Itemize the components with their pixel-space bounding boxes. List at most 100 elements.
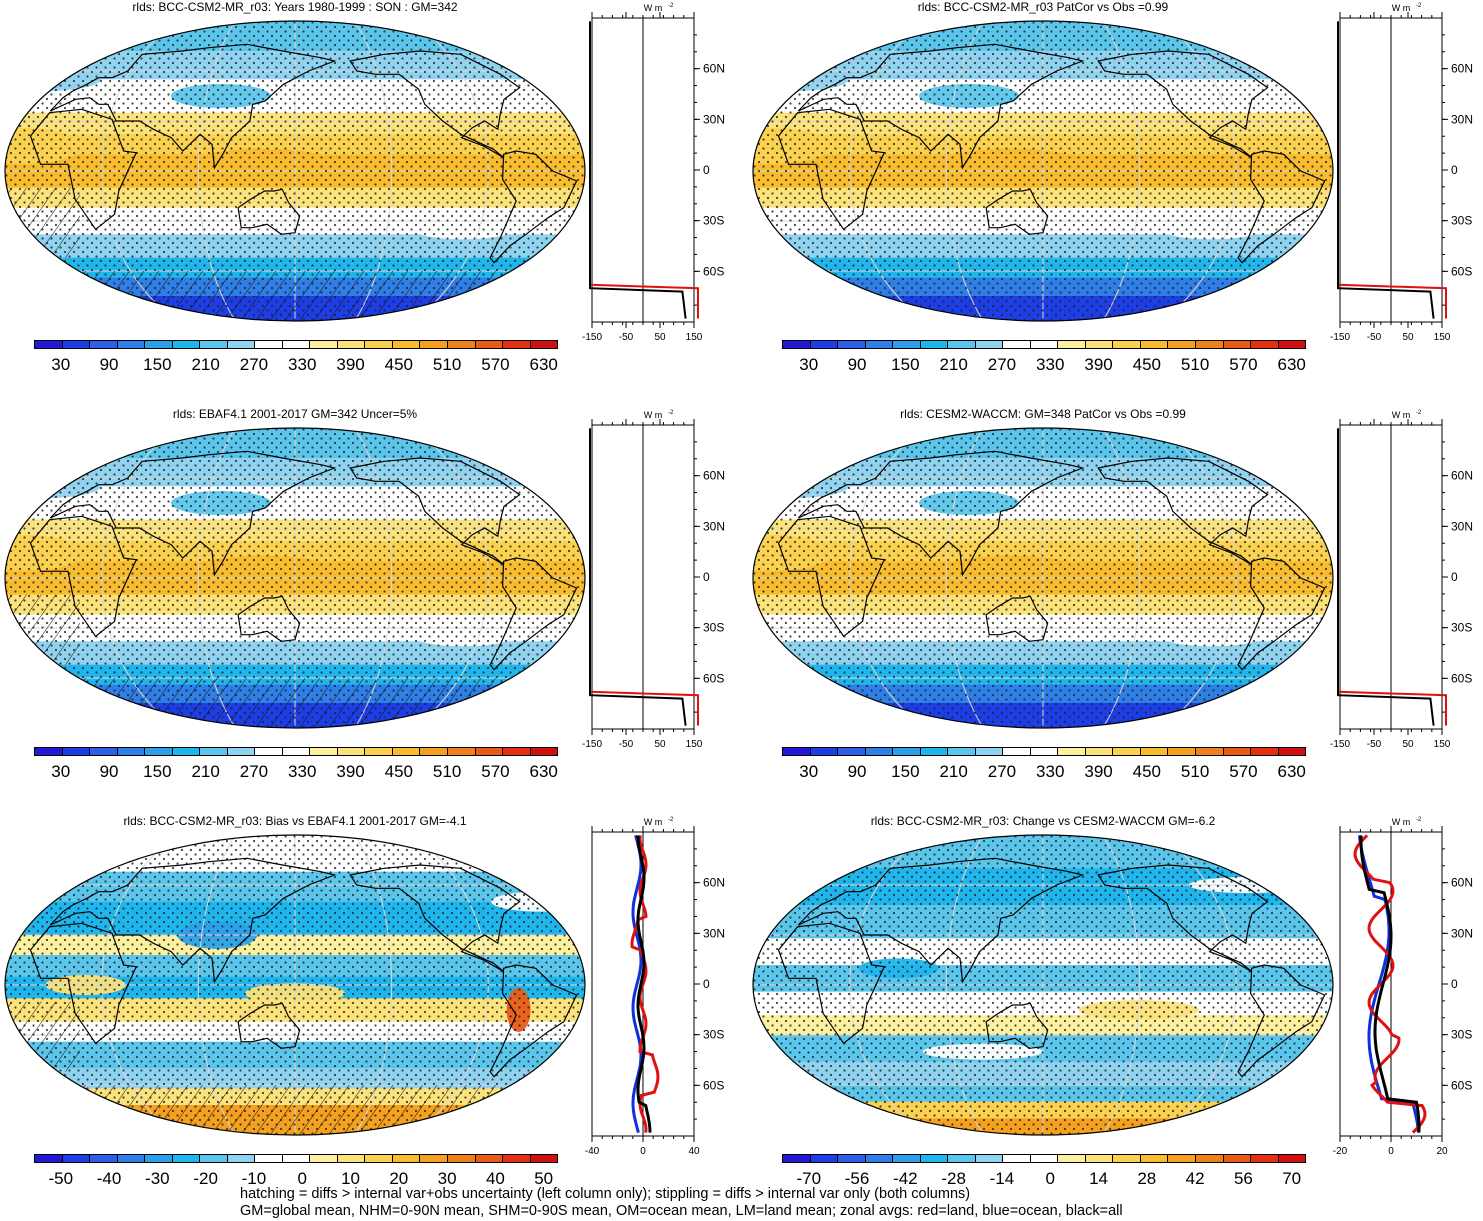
colorbar-swatch [62,748,91,755]
panel-title: rlds: BCC-CSM2-MR_r03: Change vs CESM2-W… [870,814,1216,828]
map-svg [4,20,586,322]
colorbar-tick-label: 630 [529,762,558,781]
colorbar-swatch [337,1155,366,1162]
zonal-x-tick-label: 50 [1402,739,1414,750]
colorbar-swatch [1030,1155,1059,1162]
zonal-series-line [631,835,643,1133]
colorbar-tick-label: 210 [191,762,220,781]
zonal-series-line [1353,834,1427,1134]
map-svg [4,834,586,1136]
zonal-lat-tick-label: 60S [703,671,724,685]
coastline [797,450,1085,577]
colorbar-swatch [783,341,811,348]
colorbar-swatch [1195,748,1224,755]
coastline [1237,557,1326,671]
coastline [1097,50,1269,159]
zonal-lat-tick-label: 30N [1451,112,1473,126]
colorbar-swatch [893,341,921,348]
colorbar-swatch [1030,748,1059,755]
zonal-x-tick-label: -20 [1333,1146,1348,1157]
colorbar-swatch [865,341,894,348]
colorbar-tick-label: 330 [288,762,317,781]
zonal-lat-tick-label: 60S [703,1078,724,1092]
colorbar-swatch [420,341,448,348]
coastline [29,515,138,638]
zonal-lat-tick-label: 0 [703,570,710,584]
coastline [1237,964,1326,1078]
colorbar-swatch [117,341,146,348]
colorbar-tick-label: 30 [799,355,819,374]
coastline [777,108,886,231]
colorbar-swatch [1003,341,1031,348]
zonal-lat-tick-label: 0 [1451,570,1458,584]
colorbar-tick-label: 10 [341,1169,361,1188]
zonal-series-line [1337,428,1435,726]
zonal-mean-plot: W m -2 60N 30N 0 30S 60S -20 0 20 [1333,817,1473,1157]
colorbar-swatch [1278,1155,1306,1162]
colorbar-swatch [172,748,201,755]
colorbar-swatch [420,1155,448,1162]
panel-model-patcor: rlds: BCC-CSM2-MR_r03 PatCor vs Obs =0.9… [748,0,1483,405]
colorbar-labels: 30 90 150 210 270 330 390 450 510 570 630 [34,762,558,782]
panel-reference-model: rlds: CESM2-WACCM: GM=348 PatCor vs Obs … [748,407,1483,812]
colorbar-swatch [392,748,421,755]
colorbar-tick-label: 28 [1137,1169,1157,1188]
colorbar-swatch [893,1155,921,1162]
colorbar-swatch [365,1155,393,1162]
colorbar-tick-label: 330 [1036,355,1065,374]
colorbar-swatch [90,341,118,348]
zonal-lat-tick-label: 60S [1451,671,1472,685]
colorbar-swatch [1140,748,1169,755]
colorbar-swatch [783,1155,811,1162]
coastline [49,43,337,170]
colorbar-swatch [1251,1155,1279,1162]
colorbar-swatch [838,748,866,755]
colorbar-swatch [475,1155,504,1162]
colorbar-tick-label: 450 [384,762,413,781]
colorbar-swatch [365,748,393,755]
colorbar-swatch [255,748,283,755]
coastline [349,457,521,566]
colorbar-swatch [530,1155,558,1162]
colorbar [782,1154,1306,1163]
zonal-lat-tick-label: 60N [703,62,725,76]
colorbar-tick-label: 510 [432,355,462,374]
colorbar-swatch [1195,1155,1224,1162]
zonal-series-line [589,428,687,726]
colorbar-tick-label: -40 [96,1169,122,1188]
colorbar-swatch [1058,1155,1086,1162]
coastline [29,922,138,1045]
colorbar-tick-label: 150 [891,762,920,781]
colorbar-tick-label: 270 [239,355,269,374]
zonal-series-line [1337,21,1447,319]
zonal-series-line [1358,835,1420,1133]
colorbar-tick-label: -10 [241,1169,267,1188]
colorbar-tick-label: -70 [796,1169,822,1188]
colorbar-swatch [810,1155,839,1162]
zonal-lat-tick-label: 60N [1451,469,1473,483]
coastline [349,864,521,973]
colorbar-swatch [1003,748,1031,755]
colorbar-tick-label: 630 [1277,355,1306,374]
colorbar-tick-label: 330 [288,355,317,374]
colorbar-swatch [838,341,866,348]
colorbar-swatch [810,748,839,755]
zonal-x-tick-label: 150 [686,332,703,343]
colorbar-swatch [337,341,366,348]
svg-text:-2: -2 [1416,410,1422,416]
colorbar-tick-label: 330 [1036,762,1065,781]
coastline [797,43,1085,170]
zonal-x-tick-label: -40 [585,1146,600,1157]
colorbar-swatch [145,748,173,755]
colorbar-tick-label: -50 [48,1169,74,1188]
colorbar-swatch [227,748,256,755]
colorbar-swatch [530,748,558,755]
coastline [237,595,301,642]
zonal-x-tick-label: -150 [582,332,602,343]
colorbar-tick-label: 56 [1233,1169,1253,1188]
zonal-lat-tick-label: 0 [703,977,710,991]
zonal-lat-tick-label: 60N [703,469,725,483]
colorbar-tick-label: 390 [336,355,365,374]
colorbar-swatch [447,1155,476,1162]
stippling-overlay [753,835,1333,1135]
